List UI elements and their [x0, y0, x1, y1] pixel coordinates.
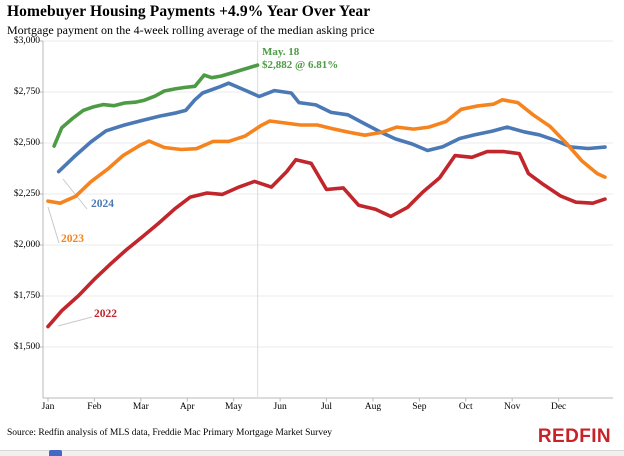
y-axis-tick-label: $1,750	[13, 290, 40, 301]
marker-value-label: $2,882 @ 6.81%	[262, 59, 339, 71]
y-axis-tick-label: $2,250	[13, 188, 40, 199]
y-axis-tick-label: $2,500	[13, 137, 40, 148]
y-axis-tick-label: $2,000	[13, 239, 40, 250]
redfin-logo: REDFIN	[537, 426, 611, 447]
series-label-2024: 2024	[91, 198, 114, 210]
series-line-y2023	[46, 98, 607, 205]
y-axis-tick-label: $1,500	[13, 341, 40, 352]
series-label-2023: 2023	[61, 233, 84, 245]
x-axis-month-label: Nov	[504, 402, 521, 412]
x-axis-month-label: Jan	[41, 402, 55, 412]
chart-subtitle: Mortgage payment on the 4-week rolling a…	[7, 23, 375, 37]
x-axis-month-label: Feb	[87, 402, 102, 412]
y-axis-tick-label: $3,000	[13, 35, 40, 46]
series-line-y2022	[46, 149, 607, 329]
x-axis-month-label: May	[224, 402, 243, 412]
taskbar-fragment[interactable]	[49, 450, 62, 456]
series-line-y2024	[56, 81, 607, 174]
bottom-edge-strip	[0, 450, 624, 456]
marker-date-label: May. 18	[262, 46, 300, 58]
source-note: Source: Redfin analysis of MLS data, Fre…	[7, 428, 333, 438]
series-line-current	[52, 63, 260, 148]
x-axis-month-label: Aug	[364, 402, 382, 412]
y-axis-tick-label: $2,750	[13, 86, 40, 97]
x-axis-month-label: Mar	[132, 402, 149, 412]
x-axis-month-label: Jun	[273, 402, 287, 412]
series-label-leader-y2024	[62, 178, 88, 210]
x-axis-month-label: Dec	[550, 402, 567, 412]
chart-title: Homebuyer Housing Payments +4.9% Year Ov…	[7, 3, 371, 20]
x-axis-month-label: Jul	[320, 402, 333, 412]
series-label-leader-y2022	[57, 316, 93, 327]
series-label-leader-y2023	[47, 206, 60, 244]
x-axis-month-label: Oct	[458, 402, 473, 412]
x-axis-month-label: Sep	[412, 402, 427, 412]
x-axis-month-label: Apr	[179, 402, 195, 412]
series-label-2022: 2022	[94, 308, 117, 320]
latest-point-annotation: May. 18 $2,882 @ 6.81%	[262, 46, 338, 72]
